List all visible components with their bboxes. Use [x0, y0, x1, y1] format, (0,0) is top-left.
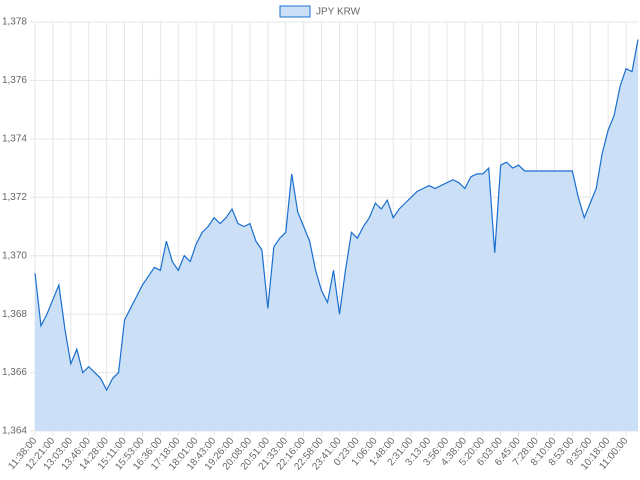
y-tick-label: 1,378: [2, 17, 27, 28]
legend-label[interactable]: JPY KRW: [316, 7, 361, 18]
y-tick-label: 1,374: [2, 133, 27, 144]
y-tick-label: 1,376: [2, 75, 27, 86]
legend-swatch[interactable]: [279, 5, 311, 18]
y-tick-label: 1,372: [2, 192, 27, 203]
line: [34, 39, 639, 392]
y-tick-label: 1,366: [2, 367, 27, 378]
area: [35, 39, 638, 431]
y-tick-label: 1,368: [2, 309, 27, 320]
y-tick-label: 1,370: [2, 250, 27, 261]
y-tick-label: 1,364: [2, 426, 27, 437]
